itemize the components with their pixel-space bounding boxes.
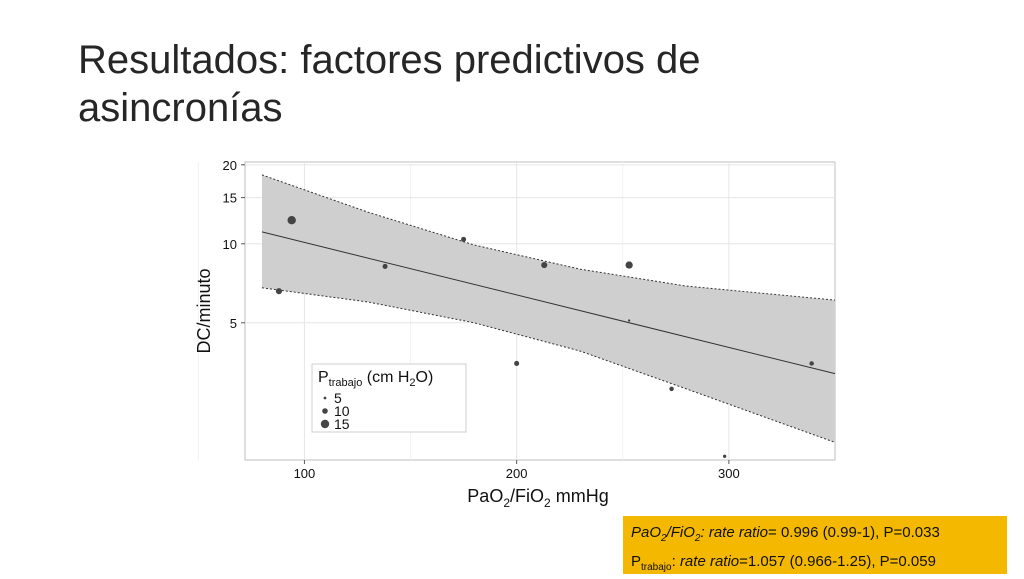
y-tick-label: 5 xyxy=(230,316,237,331)
data-point xyxy=(722,454,727,458)
y-axis-ticks: 5 10 15 20 xyxy=(223,158,245,331)
slide-title-line1: Resultados: factores predictivos de xyxy=(78,38,701,82)
legend-key-15 xyxy=(320,419,330,429)
data-point xyxy=(625,261,633,269)
confidence-band-upper-edge xyxy=(261,174,836,301)
x-axis-ticks: 100 200 300 xyxy=(294,460,740,481)
x-tick-label: 100 xyxy=(294,466,316,481)
data-point xyxy=(541,261,548,269)
data-points xyxy=(275,216,814,458)
y-axis-label: DC/minuto xyxy=(194,268,214,353)
regression-line xyxy=(261,231,836,375)
data-point xyxy=(809,361,814,366)
confidence-band-lower-edge xyxy=(261,287,836,443)
data-point xyxy=(461,236,467,242)
legend-box xyxy=(311,363,467,433)
legend-label-5: 5 xyxy=(334,390,342,406)
legend-key-5 xyxy=(323,396,327,400)
x-tick-label: 300 xyxy=(718,466,740,481)
stats-line-pao2: PaO2/FiO2: rate ratio= 0.996 (0.99-1), P… xyxy=(631,524,940,544)
data-point xyxy=(514,360,520,366)
x-tick-label: 200 xyxy=(506,466,528,481)
stats-line-ptrabajo: Ptrabajo: rate ratio=1.057 (0.966-1.25),… xyxy=(631,553,936,573)
legend-title: Ptrabajo (cm H2O) xyxy=(318,369,433,389)
slide-title: Resultados: factores predictivos de asin… xyxy=(78,36,878,132)
x-axis-label: PaO2/FiO2 mmHg xyxy=(467,486,608,510)
y-tick-label: 10 xyxy=(223,237,237,252)
legend-key-10 xyxy=(322,408,328,414)
data-point xyxy=(275,288,283,295)
y-tick-label: 20 xyxy=(223,158,237,173)
legend-label-10: 10 xyxy=(334,403,350,419)
data-point xyxy=(669,386,674,392)
legend: Ptrabajo (cm H2O) 5 10 15 xyxy=(311,363,467,433)
data-point xyxy=(382,263,388,269)
confidence-band xyxy=(262,174,835,443)
data-point xyxy=(627,319,631,322)
data-point xyxy=(287,216,296,225)
stats-box: PaO2/FiO2: rate ratio= 0.996 (0.99-1), P… xyxy=(623,516,1007,574)
slide-title-line2: asincronías xyxy=(78,86,283,130)
y-tick-label: 15 xyxy=(223,191,237,206)
legend-label-15: 15 xyxy=(334,416,350,432)
